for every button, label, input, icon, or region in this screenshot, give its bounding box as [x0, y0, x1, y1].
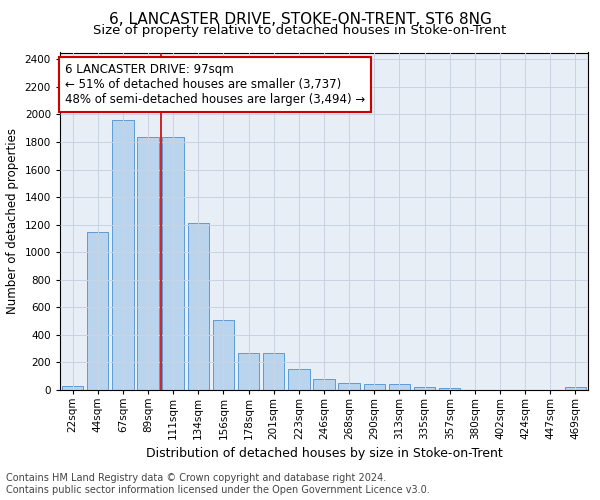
Bar: [565, 387, 586, 390]
Bar: [112, 120, 134, 390]
X-axis label: Distribution of detached houses by size in Stoke-on-Trent: Distribution of detached houses by size …: [146, 448, 502, 460]
Bar: [238, 354, 259, 390]
Bar: [62, 386, 83, 390]
Bar: [414, 386, 435, 390]
Bar: [263, 354, 284, 390]
Bar: [338, 383, 360, 390]
Bar: [288, 368, 310, 390]
Bar: [389, 384, 410, 390]
Bar: [439, 388, 460, 390]
Bar: [213, 320, 234, 390]
Bar: [163, 136, 184, 390]
Y-axis label: Number of detached properties: Number of detached properties: [6, 128, 19, 314]
Bar: [364, 384, 385, 390]
Bar: [313, 379, 335, 390]
Text: Contains HM Land Registry data © Crown copyright and database right 2024.
Contai: Contains HM Land Registry data © Crown c…: [6, 474, 430, 495]
Bar: [188, 224, 209, 390]
Text: 6, LANCASTER DRIVE, STOKE-ON-TRENT, ST6 8NG: 6, LANCASTER DRIVE, STOKE-ON-TRENT, ST6 …: [109, 12, 491, 28]
Bar: [87, 232, 109, 390]
Bar: [137, 136, 158, 390]
Text: 6 LANCASTER DRIVE: 97sqm
← 51% of detached houses are smaller (3,737)
48% of sem: 6 LANCASTER DRIVE: 97sqm ← 51% of detach…: [65, 62, 365, 106]
Text: Size of property relative to detached houses in Stoke-on-Trent: Size of property relative to detached ho…: [94, 24, 506, 37]
